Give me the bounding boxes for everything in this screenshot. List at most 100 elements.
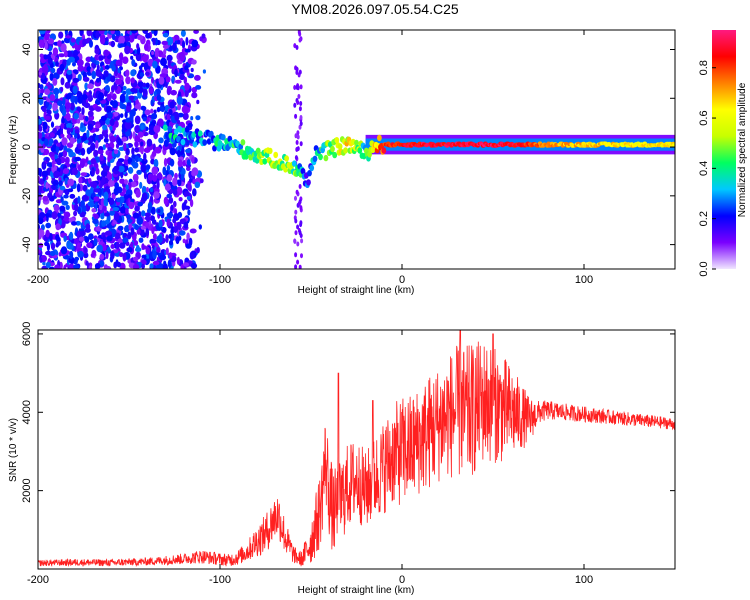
heatmap-cell (127, 231, 132, 240)
trace-point (243, 153, 249, 160)
heatmap-cell (132, 161, 139, 169)
heatmap-cell (66, 69, 73, 75)
trace-point (334, 137, 340, 144)
heatmap-cell (47, 192, 52, 199)
x-tick-label: -200 (27, 574, 49, 586)
heatmap-cell (294, 195, 297, 201)
heatmap-cell (102, 144, 106, 150)
heatmap-cell (128, 201, 135, 210)
heatmap-cell (125, 184, 129, 190)
heatmap-cell (166, 212, 174, 218)
heatmap-cell (154, 243, 159, 248)
trace-point (220, 134, 226, 141)
heatmap-cell (154, 146, 162, 154)
heatmap-cell (140, 124, 144, 130)
heatmap-cell (86, 66, 92, 72)
heatmap-cell (126, 214, 132, 219)
heatmap-cell (60, 122, 65, 130)
heatmap-cell (63, 168, 69, 175)
heatmap-cell (90, 142, 96, 151)
heatmap-cell (158, 137, 164, 144)
heatmap-cell (166, 164, 171, 172)
heatmap-cell (81, 107, 85, 115)
heatmap-cell (121, 136, 128, 142)
heatmap-cell (101, 177, 105, 186)
heatmap-cell (122, 56, 129, 64)
heatmap-cell (73, 264, 80, 269)
heatmap-cell (68, 263, 75, 269)
heatmap-cell (107, 179, 115, 187)
heatmap-cell (104, 186, 110, 192)
heatmap-cell (183, 201, 187, 210)
heatmap-cell (180, 30, 186, 37)
heatmap-cell (80, 147, 86, 156)
heatmap-cell (74, 129, 80, 134)
heatmap-cell (192, 188, 197, 197)
heatmap-cell (128, 95, 135, 101)
heatmap-cell (110, 250, 115, 260)
heatmap-cell (66, 122, 73, 129)
y-tick-label: 2000 (21, 478, 33, 502)
heatmap-cell (119, 113, 124, 118)
heatmap-cell (91, 167, 95, 176)
snr-y-label: SNR (10 * v/v) (8, 418, 19, 482)
heatmap-cell (169, 158, 175, 167)
heatmap-cell (182, 238, 186, 244)
heatmap-cell (196, 99, 200, 105)
heatmap-cell (295, 189, 299, 195)
heatmap-cell (142, 116, 147, 122)
trace-point (184, 126, 190, 133)
heatmap-cell (137, 201, 143, 207)
heatmap-cell (41, 65, 49, 74)
heatmap-cell (185, 148, 191, 154)
heatmap-cell (65, 94, 72, 100)
heatmap-cell (39, 212, 46, 219)
heatmap-cell (100, 213, 105, 220)
heatmap-cell (48, 151, 55, 157)
heatmap-cell (151, 166, 159, 176)
heatmap-cell (168, 252, 173, 259)
heatmap-cell (100, 36, 106, 45)
heatmap-cell (45, 222, 52, 229)
heatmap-cell (186, 159, 191, 166)
heatmap-cell (73, 203, 79, 212)
heatmap-cell (298, 69, 302, 75)
heatmap-cell (42, 161, 47, 167)
heatmap-cell (195, 85, 202, 90)
heatmap-cell (91, 208, 97, 213)
heatmap-cell (53, 170, 60, 179)
heatmap-cell (183, 262, 189, 267)
heatmap-cell (96, 77, 100, 83)
heatmap-cell (190, 67, 194, 73)
heatmap-cell (73, 112, 79, 120)
heatmap-cell (64, 81, 71, 89)
heatmap-cell (96, 149, 104, 155)
heatmap-cell (164, 183, 171, 191)
heatmap-cell (137, 131, 144, 138)
heatmap-cell (295, 84, 299, 90)
heatmap-cell (293, 85, 297, 90)
heatmap-cell (64, 156, 70, 165)
spectrogram-frame (37, 29, 676, 270)
heatmap-cell (54, 111, 60, 120)
heatmap-cell (144, 216, 152, 221)
heatmap-cell (297, 201, 301, 207)
heatmap-cell (60, 133, 65, 138)
heatmap-cell (125, 76, 131, 85)
heatmap-cell (191, 59, 197, 65)
heatmap-cell (134, 205, 140, 212)
heatmap-cell (125, 117, 131, 123)
heatmap-cell (111, 100, 119, 109)
heatmap-cell (147, 201, 153, 211)
heatmap-cell (63, 264, 67, 269)
heatmap-cell (115, 59, 123, 67)
heatmap-cell (109, 118, 115, 126)
heatmap-cell (52, 102, 58, 112)
heatmap-cell (135, 189, 141, 198)
heatmap-cell (152, 60, 158, 69)
heatmap-cell (38, 249, 41, 254)
heatmap-cell (162, 44, 169, 50)
heatmap-cell (110, 30, 115, 35)
heatmap-cell (140, 141, 144, 147)
heatmap-scatter (38, 30, 304, 269)
